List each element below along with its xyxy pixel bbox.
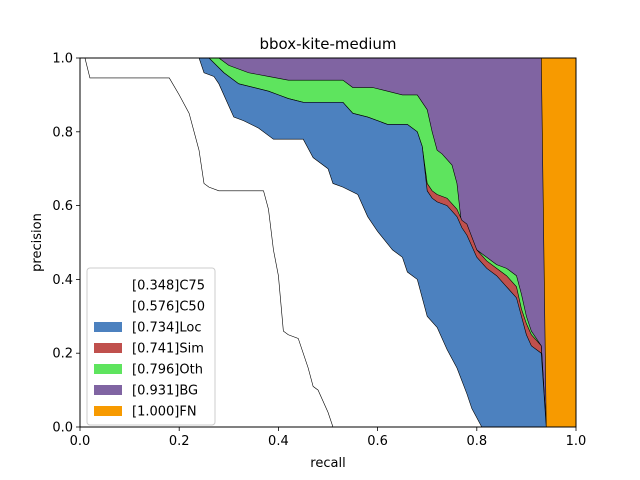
legend-swatch-fn: [94, 406, 122, 416]
y-tick-label: 0.4: [52, 273, 73, 288]
legend-label-fn: [1.000]FN: [132, 405, 197, 420]
legend-label-loc: [0.734]Loc: [132, 321, 201, 336]
legend: [0.348]C75 [0.576]C50 [0.734]Loc [0.741]Sim…: [86, 267, 216, 426]
x-tick-label: 0.2: [169, 434, 190, 449]
axes-frame: [79, 57, 577, 428]
legend-swatch-oth: [94, 364, 122, 374]
legend-swatch-c50: [94, 301, 122, 311]
legend-swatch-c75: [94, 280, 122, 290]
series-line-c50: [80, 58, 483, 427]
x-tick-label: 0.8: [466, 434, 487, 449]
legend-label-c50: [0.576]C50: [132, 300, 205, 315]
x-tick-label: 1.0: [566, 434, 587, 449]
series-line-loc: [80, 58, 547, 427]
y-tick-label: 0.0: [52, 421, 73, 436]
x-tick-label: 0.6: [367, 434, 388, 449]
y-tick-label: 1.0: [52, 52, 73, 67]
legend-swatch-loc: [94, 322, 122, 332]
x-axis: 0.0 0.2 0.4 0.6 0.8 1.0: [70, 427, 587, 449]
series-line-bg: [80, 58, 547, 427]
y-tick-label: 0.8: [52, 125, 73, 140]
x-axis-label: recall: [310, 456, 345, 471]
series-line-c75: [80, 58, 334, 427]
chart-title: bbox-kite-medium: [259, 35, 396, 53]
y-axis-label: precision: [30, 213, 45, 272]
y-tick-label: 0.2: [52, 347, 73, 362]
series-line-oth: [80, 58, 547, 427]
legend-swatch-bg: [94, 385, 122, 395]
legend-label-sim: [0.741]Sim: [132, 342, 204, 357]
legend-swatch-sim: [94, 343, 122, 353]
x-tick-label: 0.4: [268, 434, 289, 449]
y-axis: 0.0 0.2 0.4 0.6 0.8 1.0: [52, 52, 80, 436]
x-tick-label: 0.0: [70, 434, 91, 449]
legend-label-c75: [0.348]C75: [132, 279, 205, 294]
legend-label-oth: [0.796]Oth: [132, 363, 203, 378]
legend-label-bg: [0.931]BG: [132, 384, 198, 399]
y-tick-label: 0.6: [52, 199, 73, 214]
